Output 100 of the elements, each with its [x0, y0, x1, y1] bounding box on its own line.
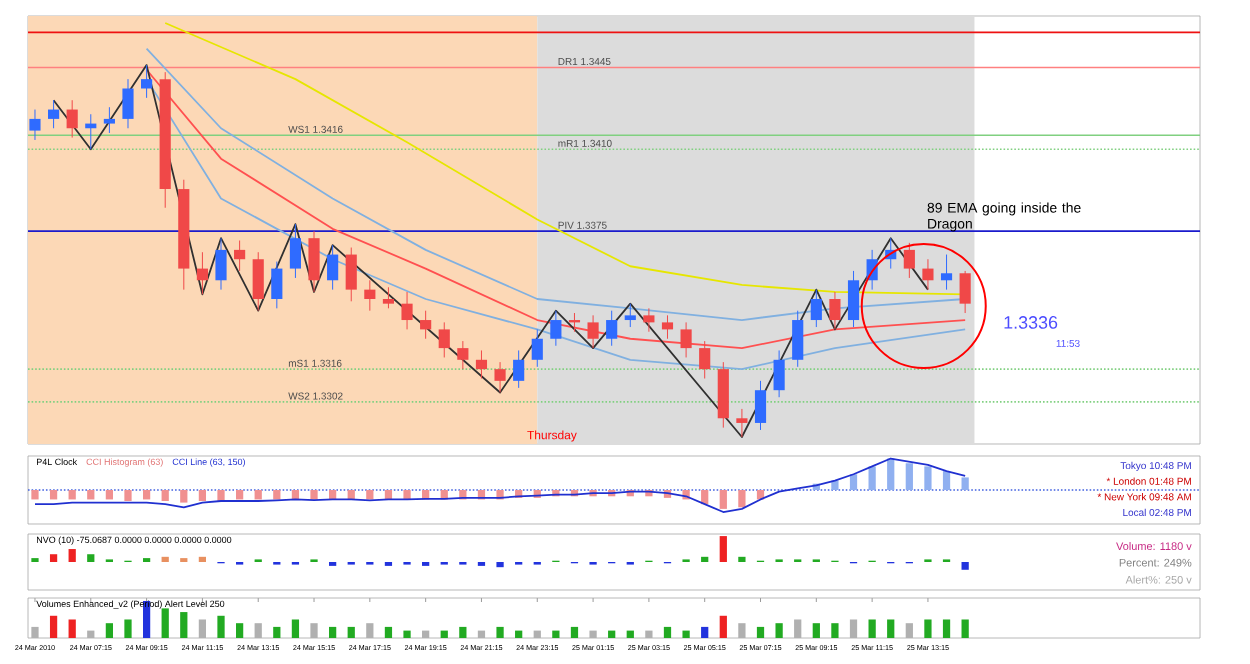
candlestick — [215, 237, 227, 291]
bar — [124, 490, 132, 502]
bar — [552, 630, 560, 638]
bar — [198, 556, 207, 562]
candlestick — [345, 247, 357, 302]
bar — [235, 623, 244, 638]
bar — [719, 615, 727, 638]
candlestick — [103, 106, 115, 134]
bar — [366, 490, 374, 500]
bar — [124, 619, 132, 638]
candlestick — [271, 261, 283, 309]
bar — [68, 490, 76, 500]
bar — [384, 626, 393, 638]
bar — [701, 626, 709, 638]
bar — [217, 615, 225, 638]
candlestick — [66, 99, 78, 139]
bar — [887, 619, 895, 638]
bar — [775, 623, 783, 638]
bar — [905, 463, 913, 490]
bar — [682, 630, 690, 638]
bar — [738, 556, 746, 562]
candlestick — [475, 349, 488, 380]
candlestick — [940, 254, 953, 291]
bar — [105, 623, 114, 638]
candlestick — [252, 251, 264, 312]
bar — [663, 626, 672, 638]
bar — [384, 490, 393, 500]
bar — [310, 490, 318, 500]
candlestick — [699, 340, 711, 380]
bar — [87, 490, 95, 500]
bar — [812, 623, 820, 638]
candlestick — [48, 99, 60, 129]
bar — [496, 562, 504, 568]
candlestick — [234, 240, 246, 272]
bar — [924, 619, 932, 638]
candlestick — [401, 291, 413, 330]
bar — [329, 490, 337, 500]
bar — [180, 612, 188, 638]
candlestick — [420, 310, 432, 340]
bar — [942, 471, 951, 490]
candlestick — [457, 340, 469, 370]
bar — [291, 490, 300, 500]
candlestick — [196, 251, 208, 295]
candlestick — [680, 321, 692, 358]
bar — [347, 490, 355, 500]
bar — [719, 490, 727, 509]
bar — [440, 630, 448, 638]
bar — [719, 536, 727, 562]
bar — [68, 549, 76, 562]
bar — [608, 630, 616, 638]
candlestick — [141, 64, 153, 99]
bar — [403, 490, 411, 500]
bar — [942, 619, 951, 638]
candlestick — [122, 78, 134, 129]
bar — [924, 466, 932, 490]
bar — [868, 466, 876, 490]
bar — [738, 490, 746, 508]
bar — [347, 626, 355, 638]
bar — [849, 474, 858, 490]
bar — [180, 490, 188, 503]
candlestick — [903, 242, 915, 279]
bar — [198, 490, 207, 502]
candlestick — [513, 349, 525, 389]
candlestick — [736, 408, 748, 438]
bar — [87, 554, 95, 562]
bar — [887, 458, 895, 490]
bar — [831, 480, 839, 490]
candlestick — [959, 270, 971, 314]
candlestick — [643, 307, 655, 333]
candlestick — [327, 244, 339, 291]
candlestick — [308, 230, 320, 293]
bar — [459, 626, 467, 638]
bar — [105, 490, 114, 500]
bar — [273, 626, 281, 638]
candlestick — [847, 270, 860, 328]
bar — [161, 490, 169, 502]
candlestick — [661, 314, 674, 340]
bar — [217, 490, 225, 502]
candlestick — [810, 289, 822, 328]
bar — [273, 490, 281, 500]
bar — [868, 619, 876, 638]
candlestick — [550, 310, 562, 347]
bar — [235, 490, 244, 500]
bar — [49, 554, 58, 562]
candlestick — [773, 349, 785, 398]
candlestick — [792, 310, 804, 368]
bar — [68, 619, 76, 638]
bar — [496, 626, 504, 638]
bar — [142, 490, 151, 500]
candlestick — [364, 279, 376, 312]
candlestick — [289, 223, 302, 279]
bar — [570, 626, 579, 638]
bar — [626, 630, 634, 638]
bar — [831, 623, 839, 638]
candlestick — [606, 310, 618, 347]
bar — [291, 619, 300, 638]
bar — [403, 630, 411, 638]
candlestick — [29, 109, 41, 141]
bar — [49, 490, 58, 500]
bar — [31, 490, 39, 500]
